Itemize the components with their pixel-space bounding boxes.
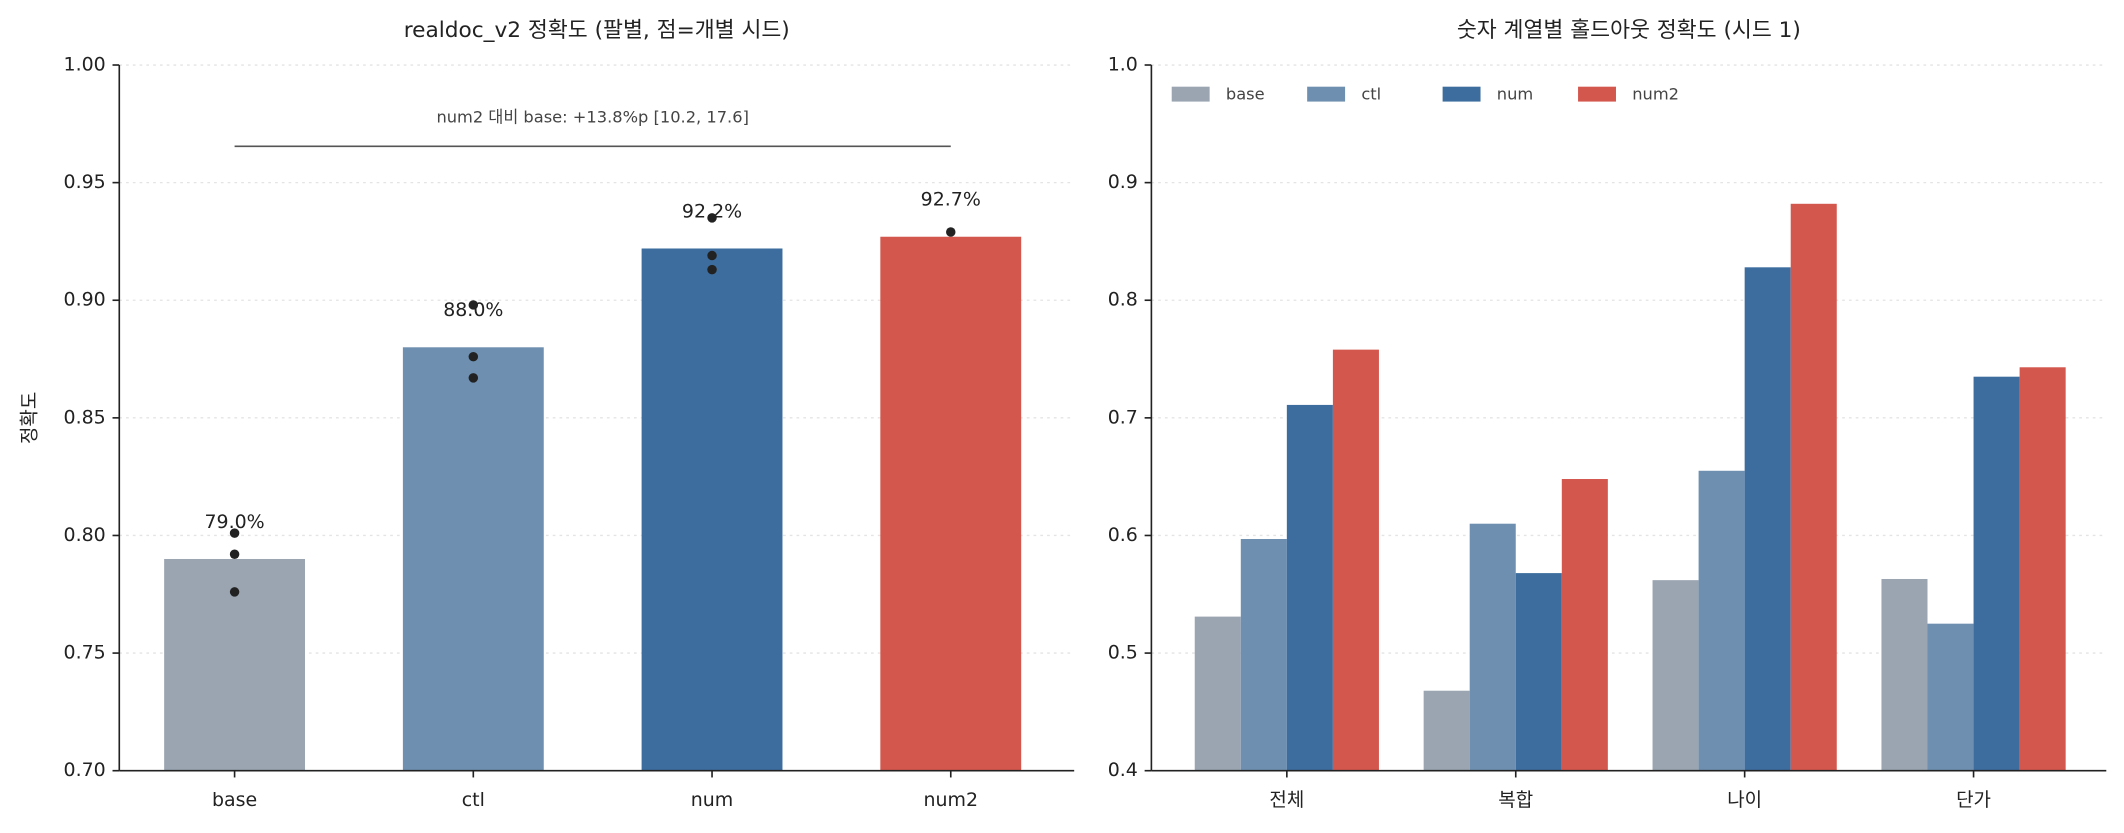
seed-point xyxy=(707,250,717,261)
bar xyxy=(1973,376,2020,771)
y-tick-label: 0.4 xyxy=(1108,759,1138,781)
bar xyxy=(1240,538,1287,771)
y-tick-label: 0.70 xyxy=(64,759,106,781)
seed-point xyxy=(468,300,479,310)
legend-swatch xyxy=(1171,86,1210,102)
y-tick-label: 0.80 xyxy=(64,524,106,546)
annotation: num2 대비 base: +13.8%p [10.2, 17.6] xyxy=(436,107,748,126)
y-tick-label: 0.85 xyxy=(64,406,106,428)
legend-swatch xyxy=(1307,86,1346,102)
seed-point xyxy=(707,213,717,223)
y-tick-label: 0.7 xyxy=(1108,406,1138,428)
chart-title: realdoc_v2 정확도 (팔별, 점=개별 시드) xyxy=(404,18,790,43)
bar xyxy=(1286,404,1333,771)
x-tick-label: 나이 xyxy=(1727,789,1762,811)
bar xyxy=(1652,580,1699,771)
legend-label: num2 xyxy=(1632,84,1679,103)
x-tick-label: num xyxy=(691,789,734,811)
bar xyxy=(1881,578,1928,771)
value-label: 79.0% xyxy=(204,511,264,533)
seed-point xyxy=(946,227,956,237)
bar xyxy=(1332,349,1379,771)
seed-point xyxy=(229,587,240,597)
y-tick-label: 0.9 xyxy=(1108,171,1138,193)
bar xyxy=(2019,367,2066,771)
bar xyxy=(1423,690,1470,771)
bar xyxy=(641,248,783,771)
legend-swatch xyxy=(1442,86,1481,102)
y-tick-label: 0.90 xyxy=(64,289,106,311)
y-tick-label: 0.5 xyxy=(1108,642,1138,664)
x-tick-label: num2 xyxy=(923,789,978,811)
bar xyxy=(402,347,544,771)
seed-point xyxy=(468,351,479,362)
bar xyxy=(1515,573,1562,771)
seed-point xyxy=(229,528,240,538)
value-label: 88.0% xyxy=(443,299,503,321)
x-tick-label: base xyxy=(212,789,257,811)
bar xyxy=(1469,523,1516,771)
legend-label: base xyxy=(1226,84,1265,103)
bar xyxy=(1927,623,1974,771)
x-tick-label: 복합 xyxy=(1498,789,1533,811)
bar xyxy=(1698,470,1745,771)
value-label: 92.7% xyxy=(921,189,981,211)
x-tick-label: ctl xyxy=(462,789,485,811)
bar xyxy=(1744,267,1791,771)
bar xyxy=(880,236,1022,771)
chart-title: 숫자 계열별 홀드아웃 정확도 (시드 1) xyxy=(1457,18,1801,43)
y-tick-label: 1.00 xyxy=(64,54,106,76)
y-tick-label: 0.6 xyxy=(1108,524,1138,546)
legend-label: ctl xyxy=(1361,84,1381,103)
y-axis-label: 정확도 xyxy=(18,392,40,444)
bar xyxy=(1561,479,1608,771)
legend-swatch xyxy=(1578,86,1616,102)
legend-label: num xyxy=(1497,84,1533,103)
seed-point xyxy=(707,264,717,275)
y-tick-label: 1.0 xyxy=(1108,54,1138,76)
x-tick-label: 전체 xyxy=(1269,789,1304,811)
bar xyxy=(1790,203,1837,771)
x-tick-label: 단가 xyxy=(1956,789,1991,811)
seed-point xyxy=(229,549,240,560)
bar xyxy=(1194,616,1241,771)
y-tick-label: 0.8 xyxy=(1108,289,1138,311)
y-tick-label: 0.95 xyxy=(64,171,106,193)
value-label: 92.2% xyxy=(682,200,742,222)
seed-point xyxy=(468,373,479,383)
y-tick-label: 0.75 xyxy=(64,642,106,664)
